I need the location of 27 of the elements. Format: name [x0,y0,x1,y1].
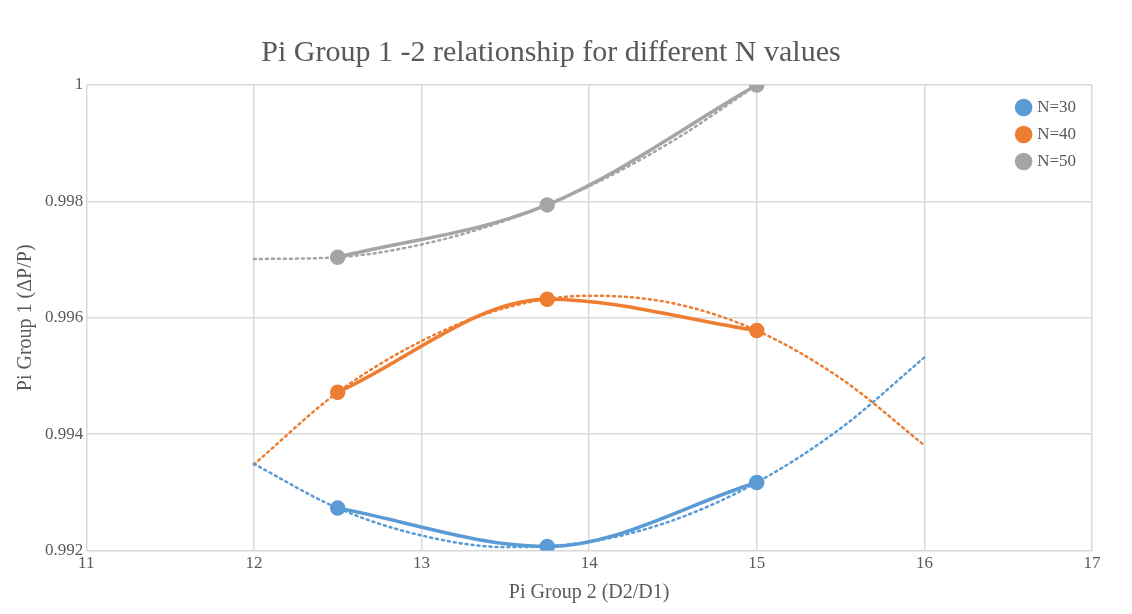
legend-label: N=50 [1037,150,1077,170]
x-axis-title: Pi Group 2 (D2/D1) [508,580,670,604]
chart-title: Pi Group 1 -2 relationship for different N values [261,33,841,67]
x-tick-label: 12 [245,553,263,573]
point [329,249,346,266]
x-tick-label: 11 [78,553,95,573]
line-series [252,356,926,549]
legend-label: N=40 [1037,123,1077,143]
point [539,291,555,307]
y-axis-title: Pi Group 1 (ΔP/P) [13,244,37,392]
x-tick-label: 17 [1083,553,1101,573]
point [329,384,346,401]
point [329,500,346,516]
y-tick-label: 1 [74,74,84,94]
line-series [252,294,926,466]
legend-label: N=30 [1037,96,1077,116]
point [749,322,765,339]
x-tick-label: 14 [580,553,599,573]
x-tick-label: 13 [413,553,430,573]
x-tick-label: 15 [748,553,766,573]
point [539,538,555,551]
point [539,197,555,213]
y-tick-label: 0.996 [45,307,84,327]
x-tick-label: 16 [915,553,933,573]
y-tick-label: 0.998 [45,190,84,210]
point [749,474,765,491]
y-tick-label: 0.994 [45,423,84,443]
